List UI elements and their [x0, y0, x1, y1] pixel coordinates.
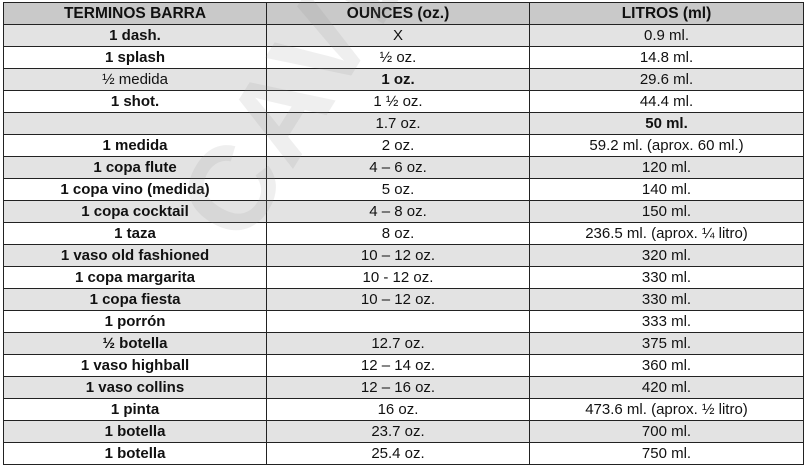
litros-cell: 420 ml.: [529, 376, 804, 399]
litros-cell: 50 ml.: [529, 112, 804, 135]
term-cell: 1 porrón: [3, 310, 267, 333]
litros-cell: 236.5 ml. (aprox. ¼ litro): [529, 222, 804, 245]
ounces-cell: 1 ½ oz.: [266, 90, 530, 113]
ounces-cell: 2 oz.: [266, 134, 530, 157]
term-cell: 1 botella: [3, 442, 267, 465]
term-cell: 1 medida: [3, 134, 267, 157]
ounces-cell: 4 – 6 oz.: [266, 156, 530, 179]
litros-cell: 473.6 ml. (aprox. ½ litro): [529, 398, 804, 421]
term-cell: 1 dash.: [3, 24, 267, 47]
term-cell: ½ botella: [3, 332, 267, 355]
table-row: 1 copa flute 4 – 6 oz. 120 ml.: [3, 156, 804, 179]
litros-cell: 375 ml.: [529, 332, 804, 355]
table-row: 1 botella 25.4 oz. 750 ml.: [3, 442, 804, 465]
litros-cell: 330 ml.: [529, 288, 804, 311]
ounces-cell: 10 - 12 oz.: [266, 266, 530, 289]
ounces-cell: 25.4 oz.: [266, 442, 530, 465]
table-row: 1.7 oz. 50 ml.: [3, 112, 804, 135]
ounces-cell: 10 – 12 oz.: [266, 244, 530, 267]
litros-cell: 14.8 ml.: [529, 46, 804, 69]
ounces-cell: 12 – 14 oz.: [266, 354, 530, 377]
litros-cell: 150 ml.: [529, 200, 804, 223]
term-cell: 1 shot.: [3, 90, 267, 113]
ounces-cell: X: [266, 24, 530, 47]
ounces-cell: 23.7 oz.: [266, 420, 530, 443]
litros-cell: 330 ml.: [529, 266, 804, 289]
ounces-cell: ½ oz.: [266, 46, 530, 69]
term-cell: 1 vaso collins: [3, 376, 267, 399]
table-row: 1 taza 8 oz. 236.5 ml. (aprox. ¼ litro): [3, 222, 804, 245]
term-cell: 1 splash: [3, 46, 267, 69]
table-row: 1 copa margarita 10 - 12 oz. 330 ml.: [3, 266, 804, 289]
ounces-cell: 1 oz.: [266, 68, 530, 91]
ounces-cell: 4 – 8 oz.: [266, 200, 530, 223]
term-cell: 1 copa cocktail: [3, 200, 267, 223]
term-cell: 1 pinta: [3, 398, 267, 421]
term-cell: 1 copa vino (medida): [3, 178, 267, 201]
ounces-cell: 8 oz.: [266, 222, 530, 245]
litros-cell: 0.9 ml.: [529, 24, 804, 47]
ounces-cell: 12 – 16 oz.: [266, 376, 530, 399]
table-row: 1 copa fiesta 10 – 12 oz. 330 ml.: [3, 288, 804, 311]
table-row: 1 splash ½ oz. 14.8 ml.: [3, 46, 804, 69]
litros-cell: 140 ml.: [529, 178, 804, 201]
term-cell: 1 taza: [3, 222, 267, 245]
table-row: 1 porrón 333 ml.: [3, 310, 804, 333]
table-row: 1 dash. X 0.9 ml.: [3, 24, 804, 47]
litros-cell: 750 ml.: [529, 442, 804, 465]
litros-cell: 333 ml.: [529, 310, 804, 333]
table-row: 1 pinta 16 oz. 473.6 ml. (aprox. ½ litro): [3, 398, 804, 421]
term-cell: 1 vaso highball: [3, 354, 267, 377]
bar-measures-conversion-table: TERMINOS BARRA OUNCES (oz.) LITROS (ml) …: [3, 2, 804, 465]
header-row: TERMINOS BARRA OUNCES (oz.) LITROS (ml): [3, 2, 804, 25]
litros-cell: 700 ml.: [529, 420, 804, 443]
term-cell: ½ medida: [3, 68, 267, 91]
ounces-cell: 5 oz.: [266, 178, 530, 201]
table-row: 1 vaso old fashioned 10 – 12 oz. 320 ml.: [3, 244, 804, 267]
term-cell: 1 copa flute: [3, 156, 267, 179]
term-cell: 1 botella: [3, 420, 267, 443]
litros-cell: 44.4 ml.: [529, 90, 804, 113]
header-ounces: OUNCES (oz.): [266, 2, 530, 25]
table-header: TERMINOS BARRA OUNCES (oz.) LITROS (ml): [3, 2, 804, 25]
ounces-cell: [266, 310, 530, 333]
header-terminos-barra: TERMINOS BARRA: [3, 2, 267, 25]
litros-cell: 320 ml.: [529, 244, 804, 267]
litros-cell: 29.6 ml.: [529, 68, 804, 91]
header-litros: LITROS (ml): [529, 2, 804, 25]
term-cell: 1 copa fiesta: [3, 288, 267, 311]
table-row: 1 botella 23.7 oz. 700 ml.: [3, 420, 804, 443]
term-cell: 1 copa margarita: [3, 266, 267, 289]
ounces-cell: 10 – 12 oz.: [266, 288, 530, 311]
table-row: 1 copa cocktail 4 – 8 oz. 150 ml.: [3, 200, 804, 223]
litros-cell: 120 ml.: [529, 156, 804, 179]
term-cell: [3, 112, 267, 135]
ounces-cell: 12.7 oz.: [266, 332, 530, 355]
table-row: 1 copa vino (medida) 5 oz. 140 ml.: [3, 178, 804, 201]
table-body: 1 dash. X 0.9 ml. 1 splash ½ oz. 14.8 ml. ½ me…: [3, 24, 804, 465]
litros-cell: 360 ml.: [529, 354, 804, 377]
litros-cell: 59.2 ml. (aprox. 60 ml.): [529, 134, 804, 157]
conversion-table-container: TERMINOS BARRA OUNCES (oz.) LITROS (ml) …: [3, 2, 804, 465]
table-row: ½ medida 1 oz. 29.6 ml.: [3, 68, 804, 91]
table-row: 1 vaso collins 12 – 16 oz. 420 ml.: [3, 376, 804, 399]
table-row: 1 vaso highball 12 – 14 oz. 360 ml.: [3, 354, 804, 377]
ounces-cell: 16 oz.: [266, 398, 530, 421]
ounces-cell: 1.7 oz.: [266, 112, 530, 135]
term-cell: 1 vaso old fashioned: [3, 244, 267, 267]
table-row: 1 medida 2 oz. 59.2 ml. (aprox. 60 ml.): [3, 134, 804, 157]
table-row: ½ botella 12.7 oz. 375 ml.: [3, 332, 804, 355]
table-row: 1 shot. 1 ½ oz. 44.4 ml.: [3, 90, 804, 113]
